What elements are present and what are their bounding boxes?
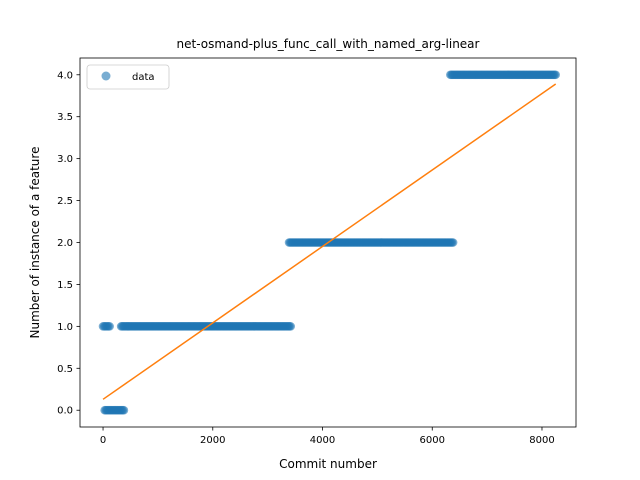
y-tick-label: 1.0 bbox=[57, 322, 73, 333]
y-axis-ticks: 0.0 0.5 1.0 1.5 2.0 2.5 3.0 3.5 4.0 bbox=[57, 70, 80, 417]
x-axis-ticks: 0 2000 4000 6000 8000 bbox=[100, 427, 555, 446]
y-tick-label: 0.0 bbox=[57, 406, 73, 417]
data-point bbox=[119, 405, 129, 415]
x-axis-label: Commit number bbox=[279, 457, 377, 471]
legend: data bbox=[86, 64, 170, 90]
data-point bbox=[448, 238, 458, 247]
x-tick-label: 4000 bbox=[310, 435, 335, 446]
trend-line bbox=[102, 83, 557, 400]
legend-marker-data bbox=[101, 71, 111, 81]
data-point bbox=[286, 322, 295, 331]
y-tick-label: 0.5 bbox=[57, 364, 73, 375]
y-tick-label: 2.0 bbox=[57, 238, 73, 249]
y-tick-label: 4.0 bbox=[57, 70, 73, 81]
legend-box bbox=[86, 64, 170, 90]
legend-label-data: data bbox=[132, 72, 155, 83]
x-tick-label: 8000 bbox=[529, 435, 554, 446]
y-tick-label: 1.5 bbox=[57, 280, 73, 291]
y-tick-label: 3.5 bbox=[57, 112, 73, 123]
data-point bbox=[551, 70, 560, 80]
series-points-data bbox=[98, 70, 560, 415]
y-tick-label: 2.5 bbox=[57, 196, 73, 207]
x-tick-label: 2000 bbox=[200, 435, 225, 446]
plot-layer bbox=[98, 70, 560, 415]
chart-title: net-osmand-plus_func_call_with_named_arg… bbox=[177, 37, 480, 51]
x-tick-label: 0 bbox=[100, 435, 106, 446]
y-axis-label: Number of instance of a feature bbox=[28, 147, 42, 339]
y-tick-label: 3.0 bbox=[57, 154, 73, 165]
data-point bbox=[105, 322, 114, 331]
x-tick-label: 6000 bbox=[420, 435, 445, 446]
